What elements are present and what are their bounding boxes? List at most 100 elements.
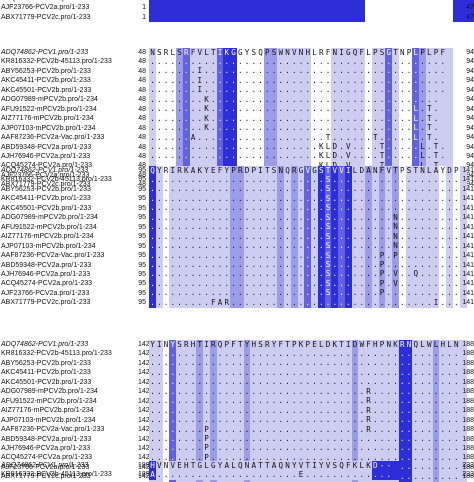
residue-cell: . (297, 66, 305, 77)
residue-cell: . (405, 415, 413, 426)
residue-cell: L (412, 47, 420, 58)
residue-cell: . (162, 151, 170, 162)
residue-cell: . (371, 297, 379, 308)
residue-cell (365, 12, 372, 23)
residue-cell: . (209, 203, 217, 214)
residue-cell: . (203, 174, 210, 185)
residue-cell: . (243, 222, 251, 233)
residue-cell: . (398, 66, 406, 77)
residue-cell: . (432, 424, 440, 435)
residue-cell: . (250, 184, 258, 195)
residue-cell: . (209, 443, 217, 454)
residue-cell (155, 12, 163, 23)
residue-cell: . (365, 278, 372, 289)
residue-cell: . (338, 174, 345, 185)
residue-cell: . (338, 358, 345, 369)
residue-cell: P (398, 165, 406, 176)
residue-cell: L (351, 165, 359, 176)
residue-cell (223, 2, 231, 13)
residue-cell: . (371, 193, 379, 204)
residue-cell: R (209, 339, 217, 350)
residue-cell: . (182, 56, 190, 67)
residue-cell: . (439, 386, 447, 397)
residue-cell: . (149, 415, 156, 426)
residue-cell: . (365, 377, 372, 388)
residue-cell: Y (270, 339, 278, 350)
residue-cell: . (277, 452, 285, 463)
residue-cell: . (344, 241, 352, 252)
residue-cell: . (398, 260, 406, 270)
residue-cell: . (243, 203, 251, 214)
residue-cell: . (203, 288, 210, 299)
residue-cell (446, 85, 453, 96)
residue-cell: . (338, 278, 345, 289)
residue-cell: . (425, 396, 433, 407)
residue-cell: . (365, 193, 372, 204)
residue-cell: . (446, 203, 453, 214)
residue-cell: . (412, 377, 420, 388)
residue-cell: . (412, 434, 420, 444)
residue-cell: . (311, 193, 318, 204)
residue-cell (419, 2, 426, 13)
residue-cell: . (317, 104, 325, 115)
residue-cell (236, 2, 244, 13)
sequence-label: KR816332-PCV2b-45113.pro/1-233 (1, 176, 112, 184)
residue-cell: . (284, 377, 291, 388)
residue-cell: . (176, 56, 183, 67)
residue-cell: . (405, 424, 413, 435)
residue-cell: S (331, 460, 339, 471)
end-position: 94 (466, 58, 474, 66)
residue-cell (209, 12, 217, 23)
residue-cell: . (344, 113, 352, 124)
residue-cell: . (230, 358, 237, 369)
residue-cell: L (419, 339, 426, 350)
residue-cell (189, 12, 197, 23)
residue-cell: K (182, 165, 190, 176)
residue-cell: . (358, 377, 366, 388)
residue-cell: . (304, 367, 312, 378)
residue-cell: . (169, 174, 177, 185)
residue-cell: . (311, 415, 318, 426)
residue-cell: . (189, 367, 197, 378)
residue-cell: . (236, 386, 244, 397)
residue-cell: . (284, 241, 291, 252)
residue-cell: . (358, 142, 366, 152)
residue-cell (459, 443, 467, 454)
residue-cell: . (284, 297, 291, 308)
residue-cell: . (250, 123, 258, 134)
residue-cell: . (358, 386, 366, 397)
residue-cell: . (149, 85, 156, 96)
residue-cell: . (419, 123, 426, 134)
residue-cell: . (392, 424, 399, 435)
residue-cell: . (371, 269, 379, 280)
residue-cell: . (236, 212, 244, 223)
residue-cell: . (439, 452, 447, 463)
residue-cell: . (297, 269, 305, 280)
residue-cell: . (236, 132, 244, 143)
residue-cell: . (365, 297, 372, 308)
residue-cell: . (311, 151, 318, 162)
residue-cell: . (284, 75, 291, 86)
residue-cell: . (203, 132, 210, 143)
residue-cell: . (419, 269, 426, 280)
residue-cell: . (277, 104, 285, 115)
residue-cell: . (331, 104, 339, 115)
residue-cell: . (419, 113, 426, 124)
residue-cell: . (149, 396, 156, 407)
residue-cell: . (182, 132, 190, 143)
residue-cell: . (358, 241, 366, 252)
residue-cell (459, 269, 467, 280)
residue-cell: . (439, 260, 447, 270)
residue-cell: . (419, 250, 426, 261)
residue-cell: . (257, 142, 264, 152)
residue-cell: . (331, 85, 339, 96)
residue-cell: . (304, 94, 312, 105)
residue-cell: . (155, 184, 163, 195)
residue-cell: . (155, 377, 163, 388)
residue-cell: . (203, 66, 210, 77)
residue-cell: . (432, 462, 440, 473)
residue-cell: . (398, 94, 406, 105)
residue-cell: A (432, 165, 440, 176)
residue-cell: . (338, 142, 345, 152)
residue-cell: . (446, 174, 453, 185)
